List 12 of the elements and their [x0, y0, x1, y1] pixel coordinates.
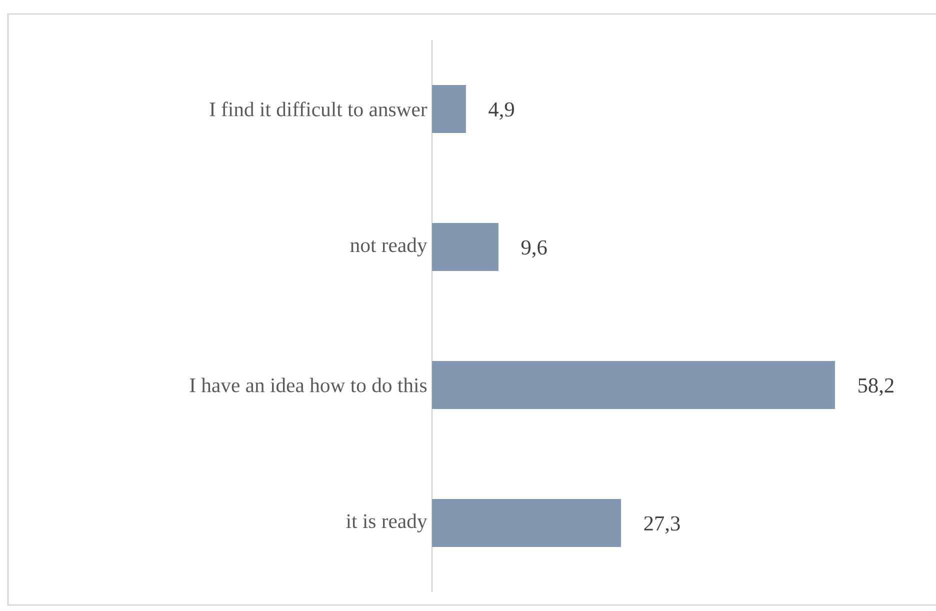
- bar: [432, 361, 836, 410]
- data-label: 27,3: [644, 516, 680, 534]
- bar: [432, 223, 498, 272]
- y-tick-label: it is ready: [346, 514, 428, 532]
- bar: [432, 85, 466, 134]
- data-label: 58,2: [858, 378, 894, 396]
- y-tick-label: not ready: [350, 238, 428, 256]
- data-label: 4,9: [488, 102, 514, 120]
- data-label: 9,6: [521, 240, 547, 258]
- y-tick-label: I have an idea how to do this: [190, 378, 427, 392]
- bar: [432, 499, 622, 548]
- y-tick-label: I find it difficult to answer: [210, 102, 428, 116]
